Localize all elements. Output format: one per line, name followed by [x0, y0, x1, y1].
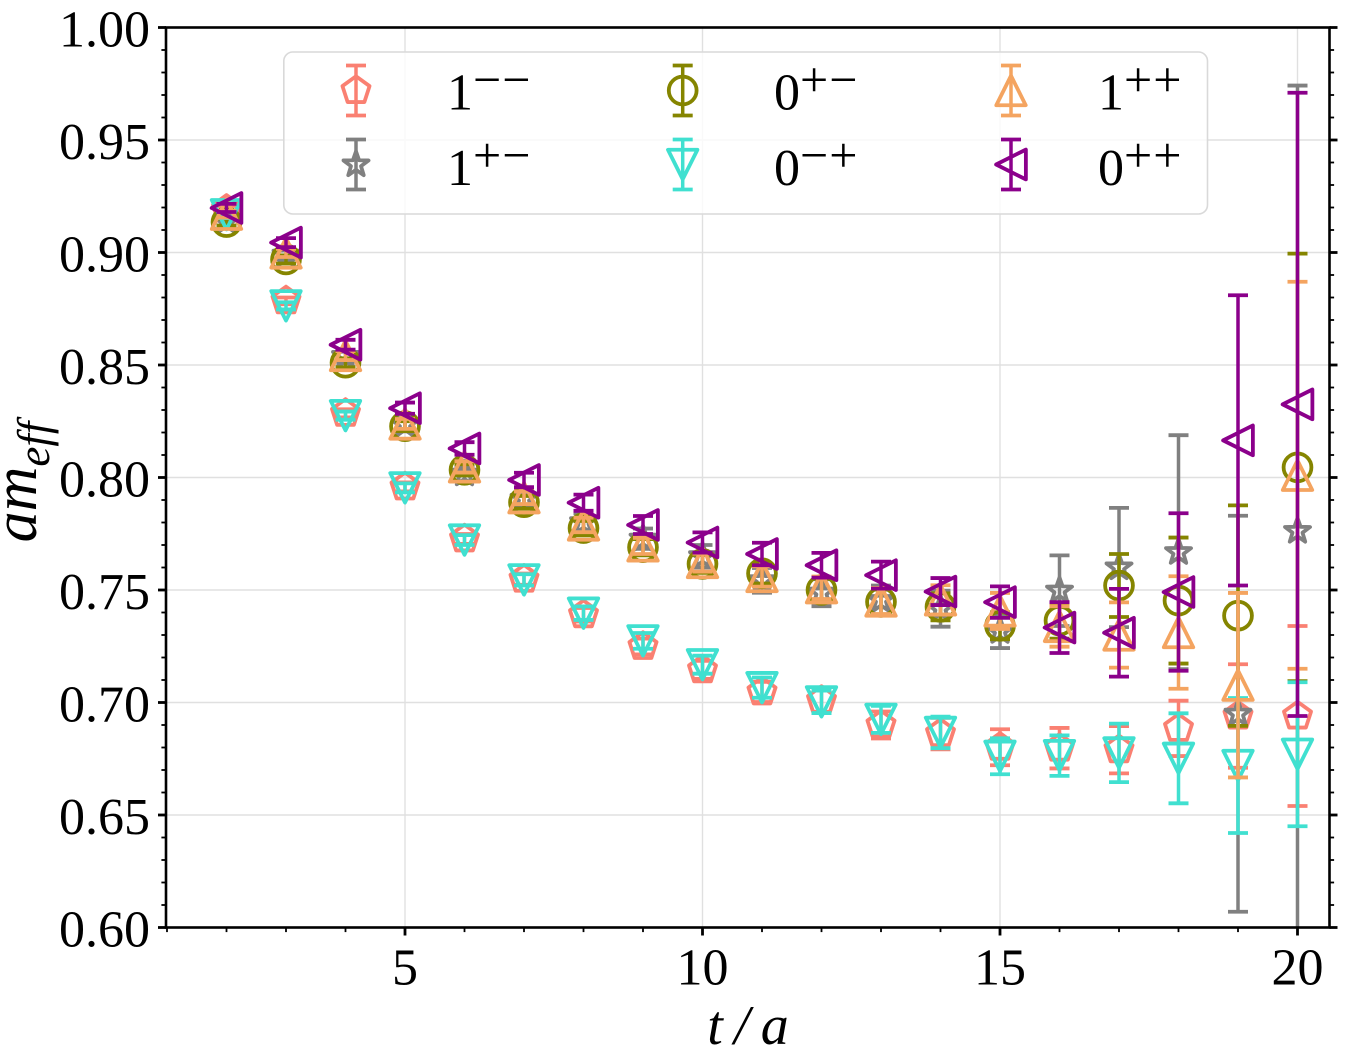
svg-text:1.00: 1.00: [59, 2, 150, 59]
svg-text:20: 20: [1272, 940, 1324, 997]
svg-text:15: 15: [974, 940, 1026, 997]
svg-text:10: 10: [677, 940, 729, 997]
svg-text:0.60: 0.60: [59, 902, 150, 959]
svg-text:0.90: 0.90: [59, 227, 150, 284]
svg-text:0.75: 0.75: [59, 564, 150, 621]
svg-text:t / a: t / a: [707, 995, 789, 1056]
svg-text:0.65: 0.65: [59, 789, 150, 846]
svg-text:ameff: ameff: [0, 416, 59, 542]
svg-text:5: 5: [392, 940, 418, 997]
svg-text:0.80: 0.80: [59, 452, 150, 509]
svg-text:0.95: 0.95: [59, 114, 150, 171]
svg-text:0.85: 0.85: [59, 339, 150, 396]
svg-text:0.70: 0.70: [59, 677, 150, 734]
